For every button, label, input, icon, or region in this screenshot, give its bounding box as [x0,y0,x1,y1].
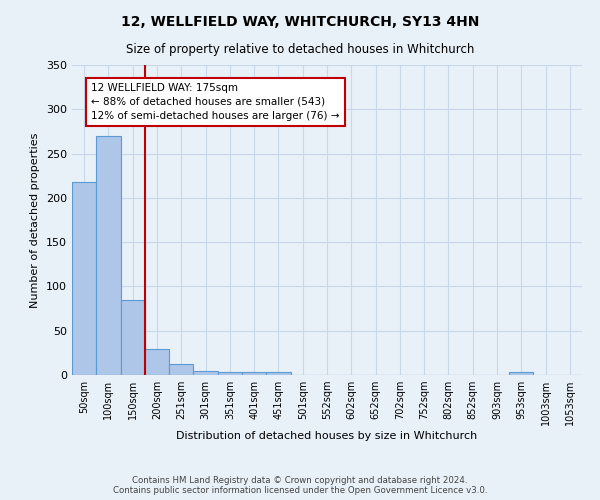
Bar [218,372,242,375]
Bar [242,372,266,375]
Bar [193,370,218,375]
Bar [169,364,193,375]
Bar [145,350,169,375]
Text: Size of property relative to detached houses in Whitchurch: Size of property relative to detached ho… [126,42,474,56]
Bar [509,372,533,375]
Text: Contains HM Land Registry data © Crown copyright and database right 2024.
Contai: Contains HM Land Registry data © Crown c… [113,476,487,495]
X-axis label: Distribution of detached houses by size in Whitchurch: Distribution of detached houses by size … [176,431,478,441]
Bar [96,136,121,375]
Text: 12 WELLFIELD WAY: 175sqm
← 88% of detached houses are smaller (543)
12% of semi-: 12 WELLFIELD WAY: 175sqm ← 88% of detach… [91,82,340,120]
Bar [72,182,96,375]
Text: 12, WELLFIELD WAY, WHITCHURCH, SY13 4HN: 12, WELLFIELD WAY, WHITCHURCH, SY13 4HN [121,15,479,29]
Bar [266,372,290,375]
Bar [121,300,145,375]
Y-axis label: Number of detached properties: Number of detached properties [31,132,40,308]
